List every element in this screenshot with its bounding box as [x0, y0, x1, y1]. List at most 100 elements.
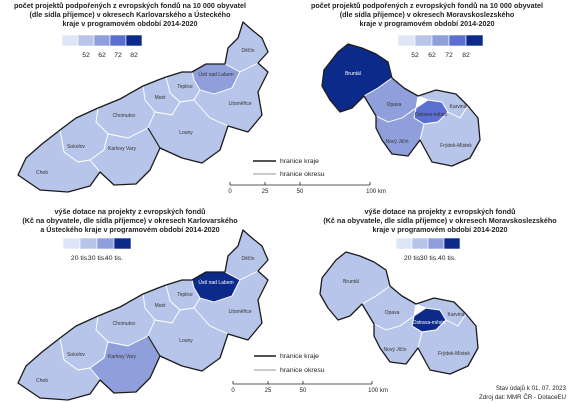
legend-tick: 52	[82, 52, 90, 59]
map-title-line: počet projektů podpořených z evropských …	[311, 1, 543, 10]
legend-tick: 72	[114, 52, 122, 59]
legend-tick: 62	[98, 52, 106, 59]
map-title-line: kraje v programovém období 2014-2020	[372, 225, 507, 234]
source-note: Stav údajů k 01. 07. 2023 Zdroj dat: MMR…	[479, 385, 567, 401]
scale-bar-label: 25	[262, 189, 269, 195]
district-label: Chomutov	[113, 321, 136, 327]
map-moravskoslezsky-projects: počet projektů podpořených z evropských …	[311, 1, 543, 167]
scale-bar-label: 50	[300, 388, 307, 394]
district-label: Most	[155, 303, 166, 309]
district-polygons	[321, 43, 481, 167]
map-title-line: (Kč na obyvatele, dle sídla příjemce) v …	[323, 216, 557, 225]
legend-swatch	[113, 237, 132, 250]
district-boundary-label: hranice okresu	[280, 367, 325, 374]
legend-tick: 30 tis.	[420, 255, 438, 262]
district-label: Cheb	[36, 378, 48, 384]
color-legend: 20 tis. 30 tis. 40 tis.	[62, 237, 132, 262]
data-status-date: Stav údajů k 01. 07. 2023	[496, 385, 567, 392]
district-polygons	[17, 21, 269, 193]
district-decin	[224, 229, 269, 281]
district-label: Nový Jičín	[385, 139, 408, 145]
legend-swatch	[79, 237, 98, 250]
region-divider	[147, 335, 161, 357]
district-boundary-label: hranice okresu	[280, 171, 325, 178]
scale-bar-label: 50	[297, 189, 304, 195]
district-labels: Bruntál Opava Ostrava-město Karviná Nový…	[345, 71, 472, 149]
legend-swatch	[465, 34, 484, 47]
district-label: Karlovy Vary	[108, 146, 136, 152]
map-title-line: výše dotace na projekty z evropských fon…	[365, 207, 516, 216]
district-label: Cheb	[36, 170, 48, 176]
region-boundary-label: hranice kraje	[280, 353, 319, 360]
map-karlovarsky-ustecky-subsidy: výše dotace na projekty z evropských fon…	[17, 207, 269, 401]
legend-swatch	[61, 34, 79, 47]
legend-tick: 82	[462, 52, 470, 59]
map-title-line: kraje v programovém období 2014-2020	[62, 19, 197, 28]
scale-bar-label: 0	[228, 189, 232, 195]
map-title-line: (Kč na obyvatele, dle sídla příjemce) v …	[22, 216, 238, 225]
district-label: Litoměřice	[228, 309, 251, 315]
district-label: Sokolov	[67, 352, 85, 358]
district-label: Děčín	[241, 48, 254, 54]
legend-swatch	[395, 237, 413, 250]
district-decin	[224, 21, 269, 73]
district-label: Opava	[385, 310, 400, 316]
map-title-line: kraje v programovém období 2014-2020	[359, 19, 494, 28]
scale-bar-label: 25	[265, 388, 272, 394]
district-label: Chomutov	[113, 113, 136, 119]
legend-swatch	[77, 34, 95, 47]
district-label: Most	[155, 95, 166, 101]
district-labels: Děčín Ústí nad Labem Teplice Most Litomě…	[36, 256, 255, 384]
legend-swatch	[414, 34, 433, 47]
data-source: Zdroj dat: MMR ČR - DotaceEU	[479, 394, 566, 401]
scale-bar-top: 0 25 50 100 km	[228, 182, 386, 195]
map-title-line: (dle sídla příjemce) v okresech Karlovar…	[30, 10, 232, 19]
district-label: Litoměřice	[228, 101, 251, 107]
color-legend: 52 62 72 82	[397, 34, 484, 59]
legend-swatch	[93, 34, 111, 47]
district-label: Ostrava-město	[415, 112, 448, 118]
district-polygons	[17, 229, 269, 401]
boundary-legend-bottom: hranice kraje hranice okresu	[254, 353, 325, 374]
region-divider	[147, 127, 161, 149]
boundary-legend-top: hranice kraje hranice okresu	[253, 158, 325, 178]
legend-swatch	[125, 34, 143, 47]
district-label: Karviná	[450, 104, 467, 110]
district-label: Nový Jičín	[383, 347, 406, 353]
legend-swatch	[62, 237, 81, 250]
legend-tick: 40 tis.	[105, 255, 123, 262]
legend-swatch	[427, 237, 445, 250]
legend-tick: 82	[130, 52, 138, 59]
color-legend: 20 tis. 30 tis. 40 tis.	[395, 237, 461, 262]
district-label: Frýdek-Místek	[440, 143, 472, 149]
legend-tick: 62	[428, 52, 436, 59]
region-boundary-label: hranice kraje	[280, 158, 319, 165]
district-label: Louny	[179, 338, 193, 344]
district-label: Ústí nad Labem	[198, 71, 233, 78]
map-title-line: a Ústeckého kraje v programovém období 2…	[40, 225, 219, 234]
legend-swatch	[109, 34, 127, 47]
district-label: Bruntál	[343, 279, 359, 285]
district-label: Karviná	[448, 312, 465, 318]
district-label: Ostrava-město	[413, 320, 446, 326]
scale-bar-label: 0	[231, 388, 235, 394]
legend-tick: 40 tis.	[438, 255, 456, 262]
legend-swatch	[443, 237, 461, 250]
scale-bar-label: 100 km	[366, 189, 386, 195]
color-legend: 52 62 72 82	[61, 34, 143, 59]
legend-swatch	[96, 237, 115, 250]
district-label: Ústí nad Labem	[198, 279, 233, 286]
region-boundary	[17, 229, 269, 401]
legend-swatch	[397, 34, 416, 47]
scale-bar-label: 100 km	[368, 388, 388, 394]
district-label: Frýdek-Místek	[438, 351, 470, 357]
legend-tick: 52	[411, 52, 419, 59]
district-label: Opava	[387, 102, 402, 108]
district-labels: Děčín Ústí nad Labem Teplice Most Litomě…	[36, 48, 255, 176]
map-title-line: výše dotace na projekty z evropských fon…	[55, 207, 206, 216]
legend-swatch	[431, 34, 450, 47]
map-moravskoslezsky-subsidy: výše dotace na projekty z evropských fon…	[319, 207, 557, 375]
scale-bar-bottom: 0 25 50 100 km	[231, 381, 388, 394]
district-labels: Bruntál Opava Ostrava-město Karviná Nový…	[343, 279, 470, 357]
